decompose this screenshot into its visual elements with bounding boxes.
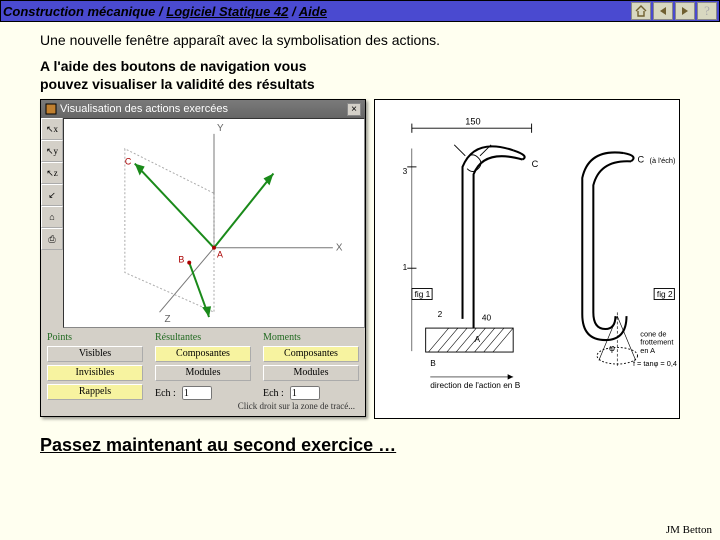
breadcrumb-sep-2: / (292, 4, 299, 19)
svg-text:Y: Y (217, 123, 224, 134)
next-icon[interactable] (675, 2, 695, 20)
ech-input-1[interactable] (182, 386, 212, 400)
nav-icons: ? (631, 2, 717, 20)
svg-text:1: 1 (403, 262, 408, 272)
breadcrumb: Construction mécanique / Logiciel Statiq… (3, 4, 327, 19)
svg-text:fig 1: fig 1 (415, 289, 431, 299)
viz-toolbar: ↖x ↖y ↖z ↙ ⌂ ⎙ (41, 118, 63, 328)
tool-home-icon[interactable]: ⌂ (41, 206, 63, 228)
svg-text:C: C (638, 154, 645, 164)
app-icon (45, 103, 57, 115)
btn-invisibles[interactable]: Invisibles (47, 365, 143, 381)
credit: JM Betton (666, 524, 712, 536)
footer-text: Passez maintenant au second exercice … (40, 435, 680, 456)
viz-grid: Points Résultantes Moments Visibles Comp… (47, 332, 359, 400)
ech-input-2[interactable] (290, 386, 320, 400)
svg-text:fig 2: fig 2 (657, 289, 673, 299)
svg-text:2: 2 (438, 309, 443, 319)
btn-modules-r[interactable]: Modules (155, 365, 251, 381)
svg-text:φ: φ (609, 343, 615, 353)
viz-title: Visualisation des actions exercées (60, 103, 228, 115)
btn-modules-m[interactable]: Modules (263, 365, 359, 381)
tool-z-icon[interactable]: ↖z (41, 162, 63, 184)
sub-text: A l'aide des boutons de navigation vous … (40, 58, 350, 93)
title-bar: Construction mécanique / Logiciel Statiq… (0, 0, 720, 22)
drawing-svg: 150 C 3 1 2 40 (375, 100, 679, 418)
svg-text:en A: en A (640, 346, 655, 355)
col-points: Points (47, 332, 143, 343)
viz-hint: Click droit sur la zone de tracé... (47, 400, 359, 414)
intro-text: Une nouvelle fenêtre apparaît avec la sy… (40, 32, 680, 48)
btn-composantes-m[interactable]: Composantes (263, 346, 359, 362)
breadcrumb-root: Construction mécanique (3, 4, 155, 19)
svg-text:150: 150 (465, 117, 480, 127)
svg-text:C: C (125, 157, 132, 167)
home-icon[interactable] (631, 2, 651, 20)
ech-row-1: Ech : (155, 384, 251, 400)
ech-label-2: Ech : (263, 388, 284, 399)
svg-text:Z: Z (164, 314, 170, 325)
svg-text:A: A (217, 250, 223, 260)
prev-icon[interactable] (653, 2, 673, 20)
tool-x-icon[interactable]: ↖x (41, 118, 63, 140)
svg-text:X: X (336, 243, 343, 254)
tool-print-icon[interactable]: ⎙ (41, 228, 63, 250)
svg-text:40: 40 (482, 313, 492, 323)
tool-y-icon[interactable]: ↖y (41, 140, 63, 162)
breadcrumb-mid[interactable]: Logiciel Statique 42 (166, 4, 288, 19)
svg-text:B: B (178, 255, 184, 265)
svg-text:f = tanφ = 0,4: f = tanφ = 0,4 (633, 359, 677, 368)
axes-plot: X Y Z A B C (64, 119, 364, 327)
svg-text:A: A (474, 334, 480, 344)
page-content: Une nouvelle fenêtre apparaît avec la sy… (0, 22, 720, 462)
svg-text:C: C (532, 159, 539, 169)
btn-composantes-r[interactable]: Composantes (155, 346, 251, 362)
help-icon[interactable]: ? (697, 2, 717, 20)
viz-controls: Points Résultantes Moments Visibles Comp… (41, 328, 365, 416)
viz-titlebar: Visualisation des actions exercées × (41, 100, 365, 118)
ech-row-2: Ech : (263, 384, 359, 400)
svg-text:B: B (430, 358, 436, 368)
svg-text:3: 3 (403, 166, 408, 176)
col-moments: Moments (263, 332, 359, 343)
svg-text:(à l'éch): (à l'éch) (650, 156, 676, 165)
close-icon[interactable]: × (347, 103, 361, 116)
ech-label-1: Ech : (155, 388, 176, 399)
btn-visibles[interactable]: Visibles (47, 346, 143, 362)
btn-rappels[interactable]: Rappels (47, 384, 143, 400)
col-resultantes: Résultantes (155, 332, 251, 343)
viz-window: Visualisation des actions exercées × ↖x … (40, 99, 366, 417)
breadcrumb-leaf[interactable]: Aide (299, 4, 327, 19)
panels: Visualisation des actions exercées × ↖x … (40, 99, 680, 419)
viz-canvas[interactable]: X Y Z A B C (63, 118, 365, 328)
drawing-panel: 150 C 3 1 2 40 (374, 99, 680, 419)
svg-text:direction de l'action en B: direction de l'action en B (430, 380, 520, 390)
viz-body: ↖x ↖y ↖z ↙ ⌂ ⎙ (41, 118, 365, 328)
tool-iso-icon[interactable]: ↙ (41, 184, 63, 206)
